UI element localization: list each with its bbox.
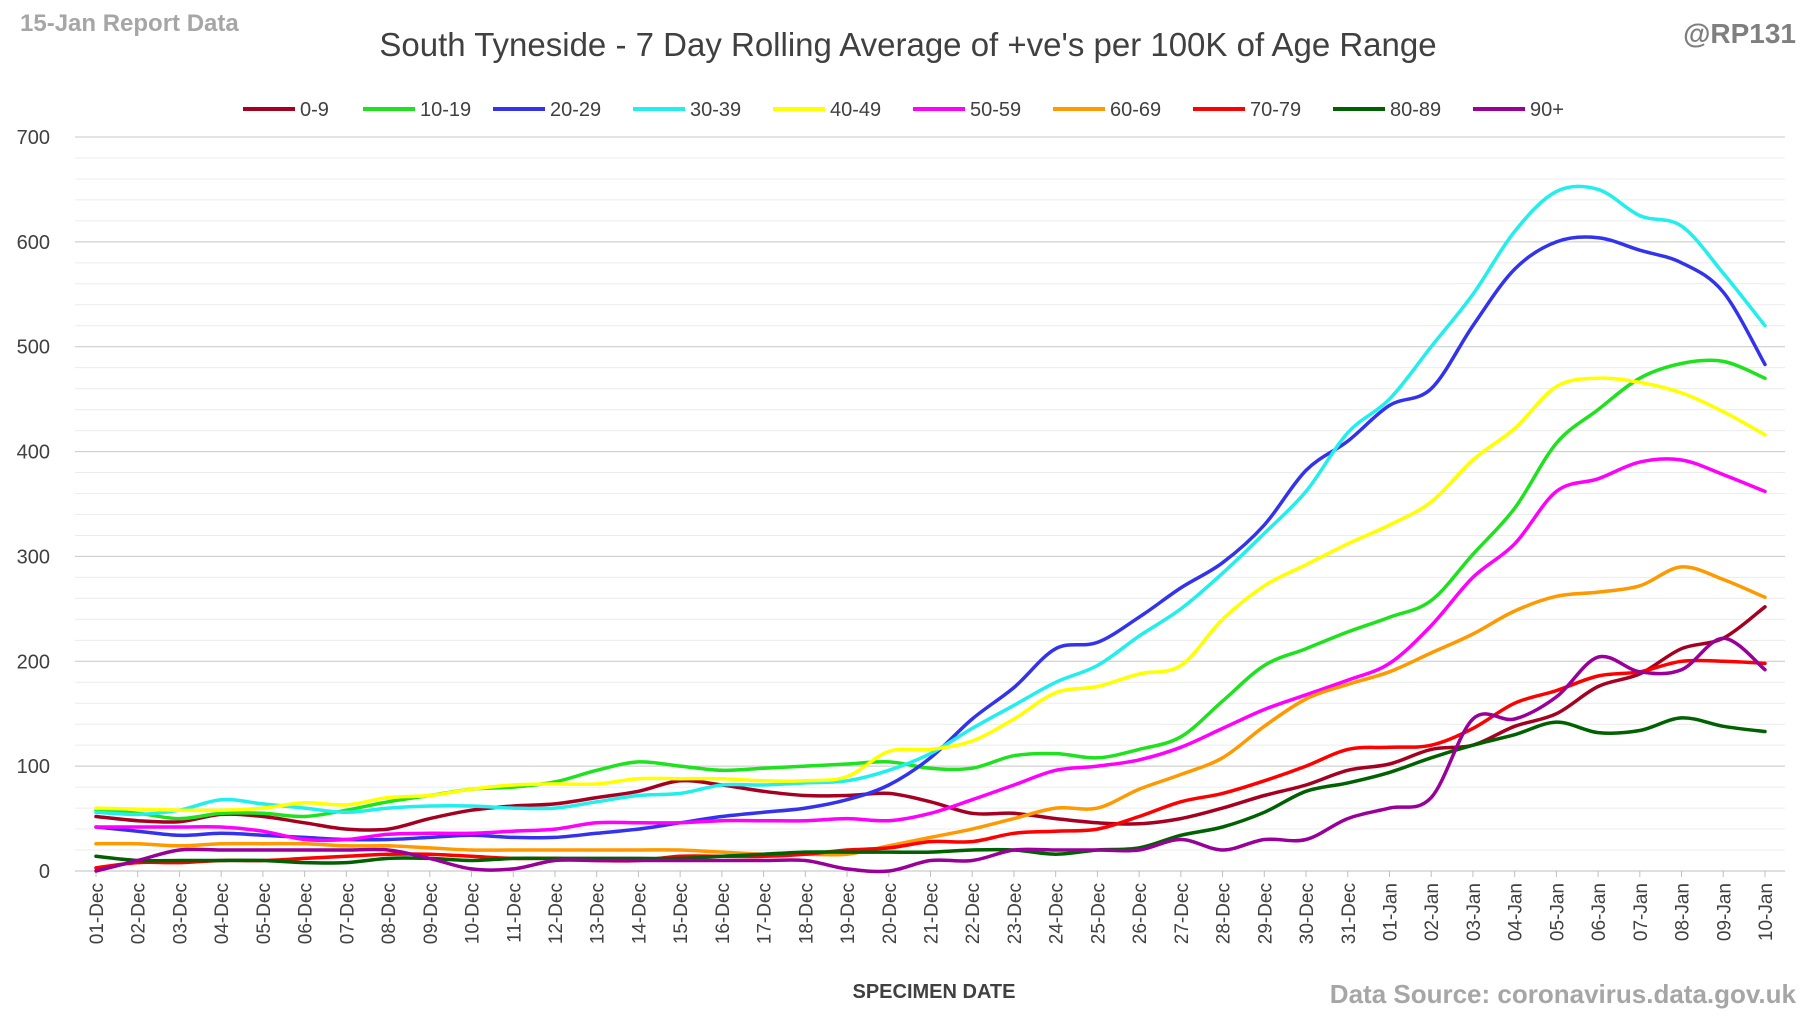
x-tick-label: 05-Dec	[254, 883, 275, 944]
data-source: Data Source: coronavirus.data.gov.uk	[1329, 979, 1796, 1009]
x-tick-label: 08-Dec	[379, 883, 400, 944]
y-tick-label: 700	[17, 127, 50, 149]
x-tick-label: 14-Dec	[629, 883, 650, 944]
series-line-60-69	[94, 565, 1767, 857]
y-axis: 0 100 200 300 400 500 600 700	[17, 127, 50, 883]
x-tick-label: 09-Jan	[1714, 883, 1735, 941]
x-tick-label: 01-Jan	[1380, 883, 1401, 941]
y-tick-label: 600	[17, 232, 50, 254]
x-tick-label: 29-Dec	[1255, 883, 1276, 944]
x-tick-label: 25-Dec	[1088, 883, 1109, 944]
y-tick-label: 0	[39, 861, 50, 883]
chart-title: South Tyneside - 7 Day Rolling Average o…	[379, 26, 1437, 63]
legend-label: 70-79	[1250, 99, 1301, 121]
x-tick-label: 02-Jan	[1422, 883, 1443, 941]
x-tick-label: 22-Dec	[963, 883, 984, 944]
x-tick-label: 03-Dec	[170, 883, 191, 944]
x-tick-label: 08-Jan	[1673, 883, 1694, 941]
legend-label: 30-39	[690, 99, 741, 121]
author-handle: @RP131	[1683, 18, 1796, 49]
series-line-10-19	[94, 358, 1767, 821]
x-tick-label: 09-Dec	[421, 883, 442, 944]
x-tick-label: 11-Dec	[504, 883, 525, 943]
legend-label: 20-29	[550, 99, 601, 121]
legend-item: 50-59	[913, 99, 1021, 121]
legend-label: 50-59	[970, 99, 1021, 121]
x-tick-label: 05-Jan	[1547, 883, 1568, 941]
y-tick-label: 400	[17, 442, 50, 464]
series-line-40-49	[94, 376, 1767, 813]
legend-item: 90+	[1473, 99, 1564, 121]
x-tick-label: 17-Dec	[755, 883, 776, 944]
x-tick-label: 06-Dec	[296, 883, 317, 944]
x-tick-label: 21-Dec	[922, 883, 943, 944]
y-tick-label: 500	[17, 337, 50, 359]
legend-item: 60-69	[1053, 99, 1161, 121]
legend-label: 40-49	[830, 99, 881, 121]
y-tick-label: 200	[17, 651, 50, 673]
x-tick-label: 18-Dec	[796, 883, 817, 944]
legend-item: 40-49	[773, 99, 881, 121]
x-tick-label: 20-Dec	[880, 883, 901, 944]
x-tick-label: 19-Dec	[838, 883, 859, 944]
series-line-90+	[94, 636, 1767, 874]
legend-item: 80-89	[1333, 99, 1441, 121]
series-line-70-79	[94, 658, 1767, 870]
x-tick-label: 23-Dec	[1005, 883, 1026, 944]
x-tick-label: 27-Dec	[1172, 883, 1193, 944]
legend-label: 90+	[1530, 99, 1564, 121]
x-tick-label: 15-Dec	[671, 883, 692, 944]
legend-item: 0-9	[243, 99, 329, 121]
x-tick-label: 28-Dec	[1214, 883, 1235, 944]
x-tick-label: 26-Dec	[1130, 883, 1151, 944]
grid-lines	[75, 136, 1785, 872]
x-tick-label: 10-Dec	[463, 883, 484, 944]
y-tick-label: 300	[17, 546, 50, 568]
legend-label: 10-19	[420, 99, 471, 121]
series-line-80-89	[94, 716, 1767, 865]
legend-label: 80-89	[1390, 99, 1441, 121]
x-tick-label: 04-Jan	[1506, 883, 1527, 941]
x-tick-label: 30-Dec	[1297, 883, 1318, 944]
y-tick-label: 100	[17, 756, 50, 778]
x-tick-label: 07-Jan	[1631, 883, 1652, 941]
series-lines	[94, 184, 1767, 874]
legend-item: 70-79	[1193, 99, 1301, 121]
legend-label: 60-69	[1110, 99, 1161, 121]
legend: 0-9 10-19 20-29 30-39 40-49 50-59 60-69 70-79 80…	[243, 99, 1564, 121]
legend-item: 20-29	[493, 99, 601, 121]
legend-item: 30-39	[633, 99, 741, 121]
x-axis: 01-Dec 02-Dec 03-Dec 04-Dec 05-Dec 06-Dec 07-D…	[75, 870, 1785, 944]
x-tick-label: 10-Jan	[1756, 883, 1777, 941]
x-tick-label: 16-Dec	[713, 883, 734, 944]
x-tick-label: 02-Dec	[129, 883, 150, 944]
x-tick-label: 13-Dec	[588, 883, 609, 944]
legend-item: 10-19	[363, 99, 471, 121]
x-tick-label: 24-Dec	[1047, 883, 1068, 944]
x-tick-label: 31-Dec	[1339, 883, 1360, 944]
x-axis-label: SPECIMEN DATE	[853, 981, 1016, 1003]
x-tick-label: 12-Dec	[546, 883, 567, 944]
series-line-50-59	[94, 457, 1767, 843]
x-tick-label: 04-Dec	[212, 883, 233, 944]
x-tick-label: 03-Jan	[1464, 883, 1485, 941]
x-tick-label: 06-Jan	[1589, 883, 1610, 941]
report-date-label: 15-Jan Report Data	[20, 10, 239, 37]
legend-label: 0-9	[300, 99, 329, 121]
x-tick-label: 07-Dec	[337, 883, 358, 944]
x-tick-label: 01-Dec	[87, 883, 108, 944]
